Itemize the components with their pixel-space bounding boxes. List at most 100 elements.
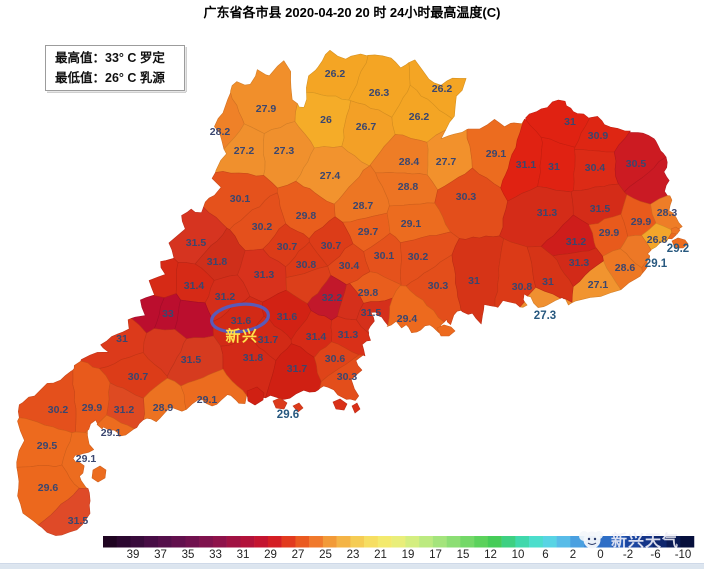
svg-text:30.7: 30.7 bbox=[321, 240, 342, 252]
svg-text:31.2: 31.2 bbox=[566, 236, 587, 248]
svg-text:33: 33 bbox=[209, 549, 222, 561]
svg-text:28.4: 28.4 bbox=[399, 156, 420, 168]
svg-text:39: 39 bbox=[127, 549, 140, 561]
svg-text:31: 31 bbox=[542, 276, 554, 288]
svg-text:30.3: 30.3 bbox=[428, 280, 449, 292]
svg-text:27.1: 27.1 bbox=[588, 279, 609, 291]
svg-text:31.5: 31.5 bbox=[361, 307, 382, 319]
svg-text:31: 31 bbox=[548, 161, 560, 173]
svg-text:31.6: 31.6 bbox=[277, 311, 298, 323]
svg-text:29.6: 29.6 bbox=[38, 482, 59, 494]
svg-text:27.9: 27.9 bbox=[256, 103, 277, 115]
svg-text:30.8: 30.8 bbox=[512, 281, 533, 293]
svg-text:-10: -10 bbox=[675, 549, 692, 561]
svg-text:31.4: 31.4 bbox=[306, 331, 327, 343]
svg-text:30.5: 30.5 bbox=[626, 158, 647, 170]
svg-text:26.2: 26.2 bbox=[409, 111, 430, 123]
svg-text:30.7: 30.7 bbox=[128, 371, 149, 383]
svg-text:31.3: 31.3 bbox=[338, 329, 359, 341]
svg-text:21: 21 bbox=[374, 549, 387, 561]
svg-text:27.2: 27.2 bbox=[234, 145, 255, 157]
svg-text:29.2: 29.2 bbox=[667, 243, 689, 255]
svg-text:广东省各市县 2020-04-20 20 时 24小时最高: 广东省各市县 2020-04-20 20 时 24小时最高温度(C) bbox=[204, 5, 501, 20]
svg-text:30.2: 30.2 bbox=[252, 221, 273, 233]
svg-text:31.5: 31.5 bbox=[590, 203, 611, 215]
svg-text:新兴天气: 新兴天气 bbox=[611, 531, 679, 550]
svg-text:29.9: 29.9 bbox=[631, 216, 652, 228]
svg-text:15: 15 bbox=[457, 549, 470, 561]
svg-text:31.5: 31.5 bbox=[68, 515, 89, 527]
svg-text:30.8: 30.8 bbox=[296, 259, 317, 271]
svg-text:27.3: 27.3 bbox=[274, 145, 295, 157]
svg-text:29.1: 29.1 bbox=[486, 148, 507, 160]
svg-text:26: 26 bbox=[320, 114, 332, 126]
svg-text:29.5: 29.5 bbox=[37, 440, 58, 452]
svg-text:30.7: 30.7 bbox=[277, 241, 298, 253]
svg-text:25: 25 bbox=[319, 549, 332, 561]
svg-text:10: 10 bbox=[512, 549, 525, 561]
svg-text:31: 31 bbox=[564, 116, 576, 128]
svg-text:31.3: 31.3 bbox=[254, 269, 275, 281]
svg-text:28.3: 28.3 bbox=[657, 207, 678, 219]
svg-text:28.6: 28.6 bbox=[615, 262, 636, 274]
svg-text:31.8: 31.8 bbox=[243, 352, 264, 364]
svg-text:28.8: 28.8 bbox=[398, 181, 419, 193]
svg-text:35: 35 bbox=[182, 549, 195, 561]
svg-text:29.4: 29.4 bbox=[397, 313, 418, 325]
svg-text:30.4: 30.4 bbox=[339, 260, 360, 272]
svg-text:0: 0 bbox=[597, 549, 603, 561]
svg-text:26.2: 26.2 bbox=[432, 83, 453, 95]
svg-text:29: 29 bbox=[264, 549, 277, 561]
svg-text:2: 2 bbox=[570, 549, 576, 561]
svg-text:30.6: 30.6 bbox=[325, 353, 346, 365]
svg-text:30.4: 30.4 bbox=[585, 162, 606, 174]
svg-text:31.5: 31.5 bbox=[186, 237, 207, 249]
svg-text:37: 37 bbox=[154, 549, 167, 561]
svg-text:27: 27 bbox=[292, 549, 305, 561]
svg-text:-6: -6 bbox=[650, 549, 660, 561]
svg-text:28.2: 28.2 bbox=[210, 126, 231, 138]
svg-text:31: 31 bbox=[468, 275, 480, 287]
svg-text:29.1: 29.1 bbox=[76, 453, 97, 465]
svg-text:29.6: 29.6 bbox=[277, 409, 299, 421]
svg-text:30.1: 30.1 bbox=[374, 250, 395, 262]
svg-text:33: 33 bbox=[162, 308, 174, 320]
svg-text:31.1: 31.1 bbox=[516, 159, 537, 171]
svg-text:29.8: 29.8 bbox=[296, 210, 317, 222]
svg-text:28.9: 28.9 bbox=[153, 402, 174, 414]
svg-text:31.4: 31.4 bbox=[184, 280, 205, 292]
svg-text:31.2: 31.2 bbox=[114, 404, 135, 416]
svg-text:29.1: 29.1 bbox=[101, 427, 122, 439]
svg-text:31.7: 31.7 bbox=[287, 363, 308, 375]
svg-text:最低值：26° C 乳源: 最低值：26° C 乳源 bbox=[55, 70, 165, 85]
svg-text:31.6: 31.6 bbox=[231, 315, 252, 327]
svg-text:31.2: 31.2 bbox=[215, 291, 236, 303]
svg-text:26.7: 26.7 bbox=[356, 121, 377, 133]
svg-text:17: 17 bbox=[429, 549, 442, 561]
svg-text:30.3: 30.3 bbox=[337, 371, 358, 383]
svg-text:19: 19 bbox=[402, 549, 415, 561]
svg-text:31.3: 31.3 bbox=[537, 207, 558, 219]
svg-text:12: 12 bbox=[484, 549, 497, 561]
svg-text:30.9: 30.9 bbox=[588, 130, 609, 142]
svg-text:27.3: 27.3 bbox=[534, 310, 556, 322]
svg-text:31.7: 31.7 bbox=[258, 334, 279, 346]
svg-text:27.4: 27.4 bbox=[320, 170, 341, 182]
svg-text:27.7: 27.7 bbox=[436, 156, 457, 168]
svg-text:31.8: 31.8 bbox=[207, 256, 228, 268]
svg-text:29.9: 29.9 bbox=[599, 227, 620, 239]
svg-text:31: 31 bbox=[237, 549, 250, 561]
svg-text:31.3: 31.3 bbox=[569, 257, 590, 269]
svg-text:29.1: 29.1 bbox=[197, 394, 218, 406]
svg-text:30.2: 30.2 bbox=[48, 404, 69, 416]
svg-text:32.2: 32.2 bbox=[322, 292, 343, 304]
svg-text:30.2: 30.2 bbox=[408, 251, 429, 263]
svg-text:-2: -2 bbox=[623, 549, 633, 561]
svg-text:30.1: 30.1 bbox=[230, 193, 251, 205]
svg-text:29.8: 29.8 bbox=[358, 287, 379, 299]
svg-text:28.7: 28.7 bbox=[353, 200, 374, 212]
svg-text:29.9: 29.9 bbox=[82, 402, 103, 414]
svg-text:29.1: 29.1 bbox=[645, 258, 668, 270]
svg-text:新兴: 新兴 bbox=[225, 327, 258, 345]
svg-text:26.8: 26.8 bbox=[647, 234, 668, 246]
